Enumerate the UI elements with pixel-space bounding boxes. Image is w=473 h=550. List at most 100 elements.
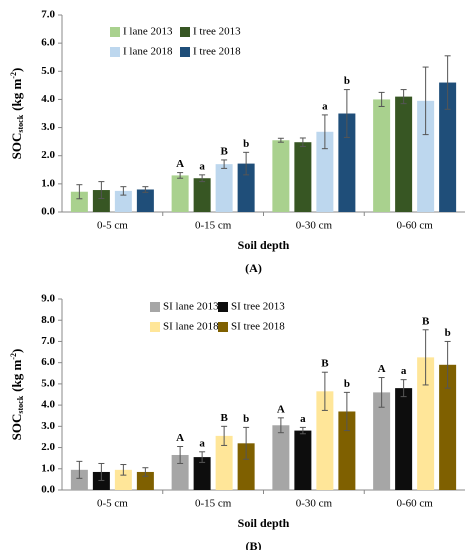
bar	[136, 471, 154, 490]
significance-letter: A	[277, 403, 285, 415]
legend-swatch	[218, 302, 228, 312]
error-bar	[422, 329, 429, 386]
legend-label: I tree 2013	[193, 26, 241, 38]
x-tick-label: 0-5 cm	[97, 220, 128, 232]
y-axis-title: SOCstock (kg m-2)	[9, 68, 25, 160]
x-tick-label: 0-15 cm	[195, 220, 232, 232]
error-bar	[120, 464, 127, 476]
y-tick-label: 3.0	[41, 121, 55, 133]
error-bar	[378, 377, 385, 408]
y-title-sub: stock	[16, 395, 25, 413]
y-tick-label: 6.0	[41, 37, 55, 49]
legend-label: I lane 2013	[123, 26, 173, 38]
y-title-close: )	[9, 68, 24, 72]
y-tick-label: 7.0	[41, 9, 55, 21]
significance-letter: b	[243, 138, 249, 150]
legend-label: SI tree 2018	[231, 321, 285, 333]
significance-letter: a	[199, 160, 205, 172]
significance-letter: a	[322, 100, 328, 112]
significance-letter: a	[300, 413, 306, 425]
bar	[373, 99, 391, 212]
legend-swatch	[150, 322, 160, 332]
y-title-sup: -2	[9, 72, 18, 79]
bar	[171, 454, 189, 490]
significance-letter: A	[176, 432, 184, 444]
y-tick-label: 4.0	[41, 93, 55, 105]
significance-letter: a	[199, 437, 205, 449]
y-tick-label: 6.0	[41, 356, 55, 368]
y-tick-label: 7.0	[41, 335, 55, 347]
y-title-unit: (kg m	[9, 360, 24, 392]
bar	[417, 100, 435, 212]
error-bar	[277, 417, 284, 434]
y-tick-label: 0.0	[41, 206, 55, 218]
error-bar	[378, 91, 385, 107]
error-bar	[400, 89, 407, 105]
error-bar	[343, 89, 350, 138]
legend-swatch	[150, 302, 160, 312]
error-bar	[76, 460, 83, 479]
legend-label: SI lane 2013	[163, 301, 219, 313]
y-tick-label: 0.0	[41, 484, 55, 496]
error-bar	[98, 181, 105, 199]
x-tick-label: 0-15 cm	[195, 498, 232, 510]
significance-letter: A	[378, 363, 386, 375]
x-axis-title: Soil depth	[238, 516, 290, 530]
bar	[272, 140, 290, 212]
error-bar	[199, 174, 206, 183]
error-bar	[243, 151, 250, 176]
y-title-sup: -2	[9, 353, 18, 360]
error-bar	[199, 451, 206, 463]
bar	[316, 391, 334, 490]
bar	[237, 163, 255, 212]
significance-letter: b	[344, 75, 350, 87]
error-bar	[142, 467, 149, 477]
error-bar	[177, 445, 184, 464]
error-bar	[98, 462, 105, 481]
y-tick-label: 2.0	[41, 441, 55, 453]
bar	[395, 96, 413, 212]
y-axis-title: SOCstock (kg m-2)	[9, 349, 25, 441]
legend-label: I tree 2018	[193, 46, 241, 58]
y-tick-label: 9.0	[41, 293, 55, 305]
bar	[294, 142, 312, 212]
y-title-unit: (kg m	[9, 79, 24, 111]
error-bar	[142, 186, 149, 193]
legend-swatch	[218, 322, 228, 332]
y-tick-label: 4.0	[41, 399, 55, 411]
legend-label: SI lane 2018	[163, 321, 219, 333]
y-tick-label: 1.0	[41, 462, 55, 474]
bar	[215, 435, 233, 490]
y-tick-label: 3.0	[41, 420, 55, 432]
error-bar	[444, 55, 451, 110]
bar	[92, 190, 110, 212]
legend-label: I lane 2018	[123, 46, 173, 58]
bar	[294, 430, 312, 490]
significance-letter: A	[176, 158, 184, 170]
bar	[193, 178, 211, 212]
significance-letter: B	[422, 315, 430, 327]
bar	[136, 189, 154, 212]
significance-letter: b	[344, 378, 350, 390]
panel-label: (B)	[246, 539, 262, 550]
bar	[373, 392, 391, 490]
y-title-close: )	[9, 349, 24, 353]
error-bar	[400, 379, 407, 398]
error-bar	[343, 391, 350, 432]
error-bar	[277, 137, 284, 143]
legend-swatch	[180, 47, 190, 57]
error-bar	[321, 371, 328, 411]
significance-letter: a	[401, 365, 407, 377]
y-tick-label: 1.0	[41, 177, 55, 189]
bar	[215, 164, 233, 212]
x-tick-label: 0-5 cm	[97, 498, 128, 510]
significance-letter: b	[445, 327, 451, 339]
bar	[417, 357, 435, 490]
error-bar	[243, 426, 250, 460]
significance-letter: B	[321, 358, 329, 370]
y-title-main: SOC	[9, 133, 24, 160]
error-bar	[120, 186, 127, 196]
y-tick-label: 2.0	[41, 149, 55, 161]
error-bar	[321, 114, 328, 150]
